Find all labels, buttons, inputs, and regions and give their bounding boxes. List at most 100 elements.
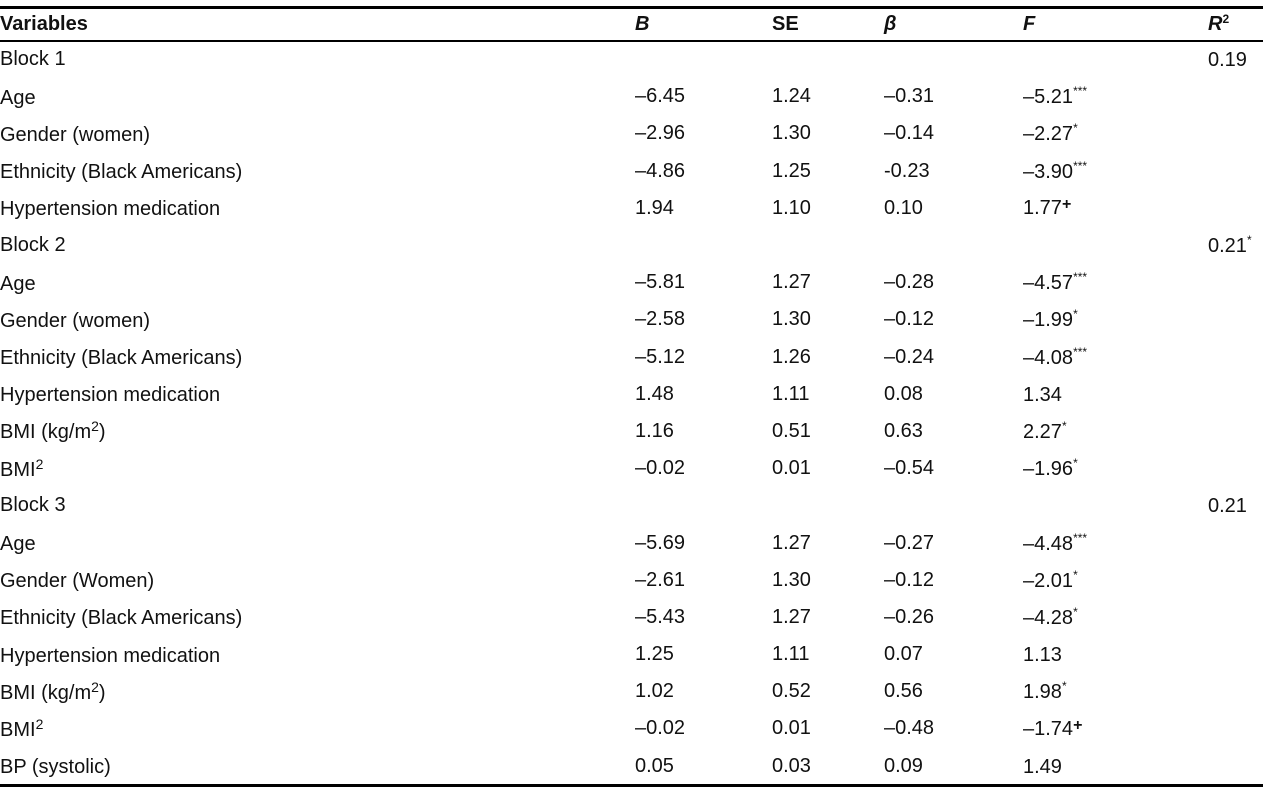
cell-beta: –0.12 — [884, 568, 935, 591]
cell-se: 0.51 — [772, 419, 811, 442]
cell-se: 1.27 — [772, 271, 811, 294]
table-row: Gender (Women) –2.61 1.30 –0.12 –2.01* — [0, 562, 1263, 599]
cell-f: 2.27* — [1023, 413, 1208, 450]
variable-name: Hypertension medication — [0, 384, 221, 407]
f-value: 2.27 — [1023, 420, 1062, 443]
variable-name: Gender (Women) — [0, 570, 155, 593]
table-row: Age –6.45 1.24 –0.31 –5.21*** — [0, 78, 1263, 115]
variable-name: Age — [0, 86, 36, 109]
cell-se: 1.26 — [772, 345, 811, 368]
cell-b: –0.02 — [635, 717, 686, 740]
block-row: Block 2 0.21* — [0, 227, 1263, 264]
cell-f: –1.99* — [1023, 301, 1208, 338]
cell-r2 — [1208, 264, 1263, 301]
cell-r2 — [1208, 673, 1263, 710]
cell-se: 0.01 — [772, 717, 811, 740]
cell-b: 1.02 — [635, 680, 674, 703]
f-value: –4.08 — [1023, 346, 1074, 369]
variable-name: BMI — [0, 718, 36, 741]
f-significance: *** — [1073, 158, 1088, 173]
cell-b: 1.94 — [635, 196, 674, 219]
f-significance: * — [1073, 121, 1078, 136]
table-row: BMI (kg/m2) 1.02 0.52 0.56 1.98* — [0, 673, 1263, 710]
cell-beta: –0.27 — [884, 531, 935, 554]
f-significance: * — [1061, 679, 1067, 694]
cell-r2 — [1208, 748, 1263, 785]
f-significance: * — [1073, 604, 1078, 619]
cell-se: 1.24 — [772, 85, 811, 108]
variable-name: Gender (women) — [0, 123, 151, 146]
cell-beta: –0.12 — [884, 308, 935, 331]
cell-r2: 0.19 — [1208, 41, 1263, 78]
variable-superscript: 2 — [91, 678, 99, 695]
cell-beta: –0.54 — [884, 457, 935, 480]
cell-b: –0.02 — [635, 457, 686, 480]
table-row: Age –5.69 1.27 –0.27 –4.48*** — [0, 524, 1263, 561]
variable-name: Ethnicity (Black Americans) — [0, 607, 243, 630]
header-f: F — [1023, 12, 1036, 35]
cell-b: –2.58 — [635, 308, 686, 331]
f-value: –1.99 — [1023, 309, 1074, 332]
table-row: Hypertension medication 1.48 1.11 0.08 1.34 — [0, 376, 1263, 413]
cell-se: 1.11 — [772, 382, 810, 405]
cell-r2 — [1208, 450, 1263, 487]
cell-f: –1.96* — [1023, 450, 1208, 487]
cell-beta — [884, 41, 1023, 78]
cell-f: –2.01* — [1023, 562, 1208, 599]
cell-f: 1.34 — [1023, 376, 1208, 413]
cell-beta: 0.08 — [884, 382, 923, 405]
cell-f: 1.98* — [1023, 673, 1208, 710]
cell-b: –5.81 — [635, 271, 686, 294]
cell-r2 — [1208, 524, 1263, 561]
variable-label: BMI2 — [0, 710, 635, 747]
block-label: Block 2 — [0, 234, 66, 257]
cell-b: –5.43 — [635, 605, 686, 628]
cell-b — [635, 41, 772, 78]
cell-beta: 0.09 — [884, 754, 923, 777]
cell-b: –5.69 — [635, 531, 686, 554]
cell-beta: –0.24 — [884, 345, 935, 368]
table-row: Hypertension medication 1.25 1.11 0.07 1.13 — [0, 636, 1263, 673]
cell-b: –5.12 — [635, 345, 686, 368]
table-header: Variables B SE β F R2 — [0, 7, 1263, 41]
f-significance: *** — [1073, 530, 1088, 545]
variable-name: Gender (women) — [0, 309, 151, 332]
cell-f: –4.57*** — [1023, 264, 1208, 301]
regression-table: Variables B SE β F R2 Block 1 0.19 Age –6.4… — [0, 7, 1263, 785]
variable-superscript: 2 — [91, 418, 99, 435]
table-row: BP (systolic) 0.05 0.03 0.09 1.49 — [0, 748, 1263, 785]
header-rule — [0, 40, 1263, 42]
f-value: –1.96 — [1023, 458, 1074, 481]
cell-beta: –0.26 — [884, 605, 935, 628]
variable-name: Ethnicity (Black Americans) — [0, 161, 243, 184]
table-body: Block 1 0.19 Age –6.45 1.24 –0.31 –5.21*** Gend… — [0, 41, 1263, 785]
table-row: BMI2 –0.02 0.01 –0.54 –1.96* — [0, 450, 1263, 487]
table-row: Gender (women) –2.96 1.30 –0.14 –2.27* — [0, 115, 1263, 152]
header-r2-sup: 2 — [1222, 12, 1230, 26]
variable-name: Hypertension medication — [0, 198, 221, 221]
variable-label: Ethnicity (Black Americans) — [0, 153, 635, 190]
cell-b — [635, 227, 772, 264]
variable-label: BMI (kg/m2) — [0, 673, 635, 710]
cell-b: –2.96 — [635, 122, 686, 145]
cell-f: –2.27* — [1023, 115, 1208, 152]
variable-superscript: 2 — [35, 715, 44, 732]
cell-f — [1023, 227, 1208, 264]
f-significance: *** — [1073, 270, 1088, 285]
variable-label: BP (systolic) — [0, 748, 635, 785]
cell-b: 1.48 — [635, 382, 674, 405]
cell-beta — [884, 227, 1023, 264]
cell-beta — [884, 487, 1023, 524]
f-significance: *** — [1073, 84, 1088, 99]
f-value: –4.28 — [1023, 606, 1074, 629]
variable-suffix: ) — [98, 421, 106, 444]
f-value: –2.27 — [1023, 123, 1074, 146]
table-row: Gender (women) –2.58 1.30 –0.12 –1.99* — [0, 301, 1263, 338]
cell-se: 1.30 — [772, 308, 811, 331]
variable-label: Ethnicity (Black Americans) — [0, 339, 635, 376]
variable-label: BMI2 — [0, 450, 635, 487]
f-value: –1.74 — [1023, 717, 1074, 740]
cell-se: 1.11 — [772, 643, 810, 666]
cell-f: –4.48*** — [1023, 524, 1208, 561]
cell-r2 — [1208, 599, 1263, 636]
